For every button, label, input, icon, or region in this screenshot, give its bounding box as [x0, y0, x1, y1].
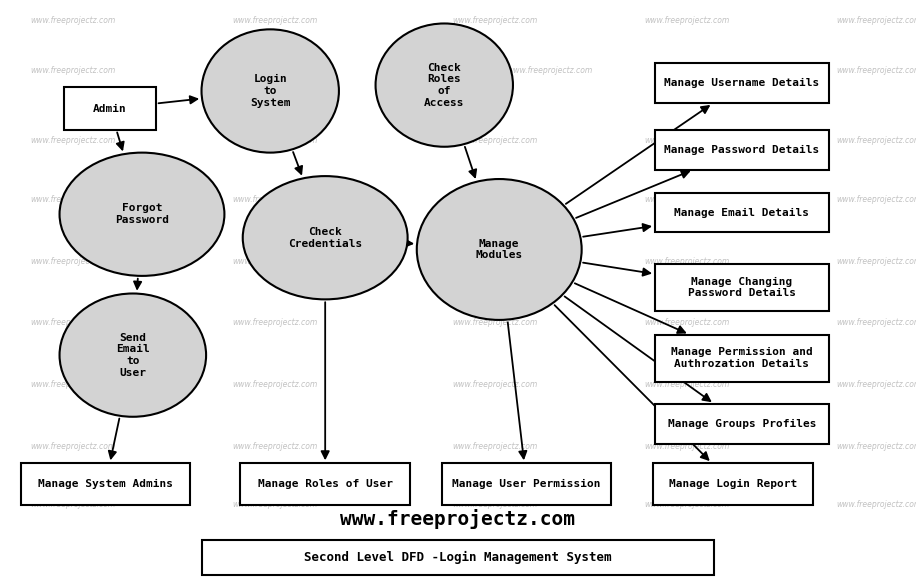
Text: Manage Email Details: Manage Email Details	[674, 207, 810, 218]
Text: www.freeprojectz.com: www.freeprojectz.com	[30, 380, 116, 389]
Text: www.freeprojectz.com: www.freeprojectz.com	[836, 380, 916, 389]
Text: Manage
Modules: Manage Modules	[475, 239, 523, 260]
Text: Send
Email
to
User: Send Email to User	[116, 333, 149, 377]
Text: www.freeprojectz.com: www.freeprojectz.com	[836, 441, 916, 451]
Text: www.freeprojectz.com: www.freeprojectz.com	[836, 257, 916, 266]
Text: Manage User Permission: Manage User Permission	[453, 479, 601, 490]
Text: www.freeprojectz.com: www.freeprojectz.com	[836, 318, 916, 328]
Text: www.freeprojectz.com: www.freeprojectz.com	[30, 257, 116, 266]
Text: www.freeprojectz.com: www.freeprojectz.com	[452, 257, 538, 266]
Text: www.freeprojectz.com: www.freeprojectz.com	[836, 500, 916, 510]
Text: www.freeprojectz.com: www.freeprojectz.com	[30, 441, 116, 451]
Text: Manage Changing
Password Details: Manage Changing Password Details	[688, 277, 796, 298]
Text: www.freeprojectz.com: www.freeprojectz.com	[341, 510, 575, 529]
FancyBboxPatch shape	[655, 63, 829, 103]
FancyBboxPatch shape	[21, 463, 191, 505]
Text: www.freeprojectz.com: www.freeprojectz.com	[644, 257, 730, 266]
Text: www.freeprojectz.com: www.freeprojectz.com	[232, 257, 318, 266]
Text: www.freeprojectz.com: www.freeprojectz.com	[232, 318, 318, 328]
Text: www.freeprojectz.com: www.freeprojectz.com	[30, 136, 116, 146]
Text: Second Level DFD -Login Management System: Second Level DFD -Login Management Syste…	[304, 551, 612, 564]
Text: Manage Login Report: Manage Login Report	[669, 479, 797, 490]
Text: www.freeprojectz.com: www.freeprojectz.com	[836, 66, 916, 75]
FancyBboxPatch shape	[655, 404, 829, 444]
Ellipse shape	[202, 29, 339, 153]
Ellipse shape	[243, 176, 408, 299]
Text: www.freeprojectz.com: www.freeprojectz.com	[232, 500, 318, 510]
Text: Manage Password Details: Manage Password Details	[664, 144, 820, 155]
Text: Check
Credentials: Check Credentials	[288, 227, 363, 248]
Text: Check
Roles
of
Access: Check Roles of Access	[424, 63, 464, 107]
Ellipse shape	[60, 153, 224, 276]
Text: www.freeprojectz.com: www.freeprojectz.com	[30, 16, 116, 25]
Text: www.freeprojectz.com: www.freeprojectz.com	[644, 195, 730, 204]
Text: Manage System Admins: Manage System Admins	[38, 479, 173, 490]
Text: www.freeprojectz.com: www.freeprojectz.com	[232, 195, 318, 204]
Text: www.freeprojectz.com: www.freeprojectz.com	[30, 195, 116, 204]
Text: www.freeprojectz.com: www.freeprojectz.com	[30, 66, 116, 75]
FancyBboxPatch shape	[655, 335, 829, 382]
Text: www.freeprojectz.com: www.freeprojectz.com	[644, 136, 730, 146]
FancyBboxPatch shape	[442, 463, 611, 505]
Text: www.freeprojectz.com: www.freeprojectz.com	[452, 136, 538, 146]
FancyBboxPatch shape	[652, 463, 812, 505]
Text: Login
to
System: Login to System	[250, 75, 290, 107]
FancyBboxPatch shape	[655, 264, 829, 311]
Text: www.freeprojectz.com: www.freeprojectz.com	[452, 500, 538, 510]
Text: Admin: Admin	[93, 103, 126, 114]
FancyBboxPatch shape	[655, 130, 829, 170]
Text: www.freeprojectz.com: www.freeprojectz.com	[452, 441, 538, 451]
Text: Manage Username Details: Manage Username Details	[664, 78, 820, 89]
Text: www.freeprojectz.com: www.freeprojectz.com	[836, 16, 916, 25]
Text: www.freeprojectz.com: www.freeprojectz.com	[644, 16, 730, 25]
Text: www.freeprojectz.com: www.freeprojectz.com	[726, 66, 812, 75]
Text: www.freeprojectz.com: www.freeprojectz.com	[232, 441, 318, 451]
Text: www.freeprojectz.com: www.freeprojectz.com	[836, 195, 916, 204]
FancyBboxPatch shape	[240, 463, 409, 505]
Text: www.freeprojectz.com: www.freeprojectz.com	[452, 195, 538, 204]
Text: www.freeprojectz.com: www.freeprojectz.com	[232, 380, 318, 389]
Text: Manage Groups Profiles: Manage Groups Profiles	[668, 419, 816, 429]
Text: www.freeprojectz.com: www.freeprojectz.com	[644, 441, 730, 451]
Text: www.freeprojectz.com: www.freeprojectz.com	[644, 318, 730, 328]
Text: www.freeprojectz.com: www.freeprojectz.com	[232, 16, 318, 25]
FancyBboxPatch shape	[202, 540, 714, 575]
Ellipse shape	[417, 179, 582, 320]
Text: Forgot
Password: Forgot Password	[115, 204, 169, 225]
FancyBboxPatch shape	[655, 193, 829, 232]
Text: www.freeprojectz.com: www.freeprojectz.com	[644, 500, 730, 510]
Text: www.freeprojectz.com: www.freeprojectz.com	[232, 66, 318, 75]
Text: Manage Permission and
Authrozation Details: Manage Permission and Authrozation Detai…	[671, 348, 812, 369]
Ellipse shape	[60, 294, 206, 417]
Text: www.freeprojectz.com: www.freeprojectz.com	[836, 136, 916, 146]
Ellipse shape	[376, 23, 513, 147]
Text: www.freeprojectz.com: www.freeprojectz.com	[644, 380, 730, 389]
Text: www.freeprojectz.com: www.freeprojectz.com	[452, 380, 538, 389]
FancyBboxPatch shape	[64, 87, 156, 130]
Text: www.freeprojectz.com: www.freeprojectz.com	[232, 136, 318, 146]
Text: www.freeprojectz.com: www.freeprojectz.com	[452, 16, 538, 25]
Text: Manage Roles of User: Manage Roles of User	[257, 479, 393, 490]
Text: www.freeprojectz.com: www.freeprojectz.com	[30, 318, 116, 328]
Text: www.freeprojectz.com: www.freeprojectz.com	[507, 66, 593, 75]
Text: www.freeprojectz.com: www.freeprojectz.com	[30, 500, 116, 510]
Text: www.freeprojectz.com: www.freeprojectz.com	[452, 318, 538, 328]
